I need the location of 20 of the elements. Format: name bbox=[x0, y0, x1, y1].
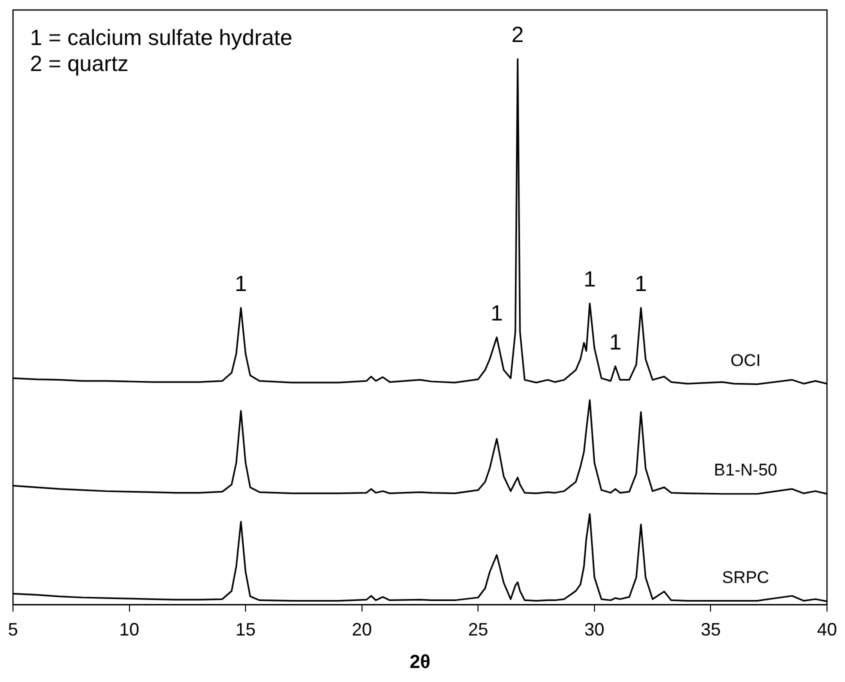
x-tick-label: 15 bbox=[236, 619, 256, 640]
annotation: 1 bbox=[584, 266, 596, 292]
series-label: SRPC bbox=[722, 568, 770, 587]
annotation: 1 bbox=[490, 300, 503, 326]
annotation: 2 bbox=[512, 22, 524, 48]
annotation: 1 bbox=[609, 329, 622, 354]
annotation: 2 = quartz bbox=[30, 51, 128, 76]
text: 1 = calcium sulfate hydrate bbox=[30, 25, 292, 50]
x-tick-label: 20 bbox=[352, 619, 372, 640]
x-tick-label: 35 bbox=[700, 619, 721, 640]
x-tick-label: 25 bbox=[468, 619, 488, 640]
x-tick-label: 10 bbox=[119, 619, 140, 640]
annotation: 1 bbox=[234, 270, 248, 296]
x-tick-label: 5 bbox=[8, 619, 18, 640]
annotation: 1 bbox=[634, 270, 648, 296]
x-tick-label: 30 bbox=[584, 619, 604, 640]
x-axis-title: 2θ bbox=[410, 652, 430, 673]
x-tick-label: 40 bbox=[816, 619, 838, 640]
series-label: B1-N-50 bbox=[714, 460, 778, 480]
series-label: OCI bbox=[730, 350, 761, 370]
